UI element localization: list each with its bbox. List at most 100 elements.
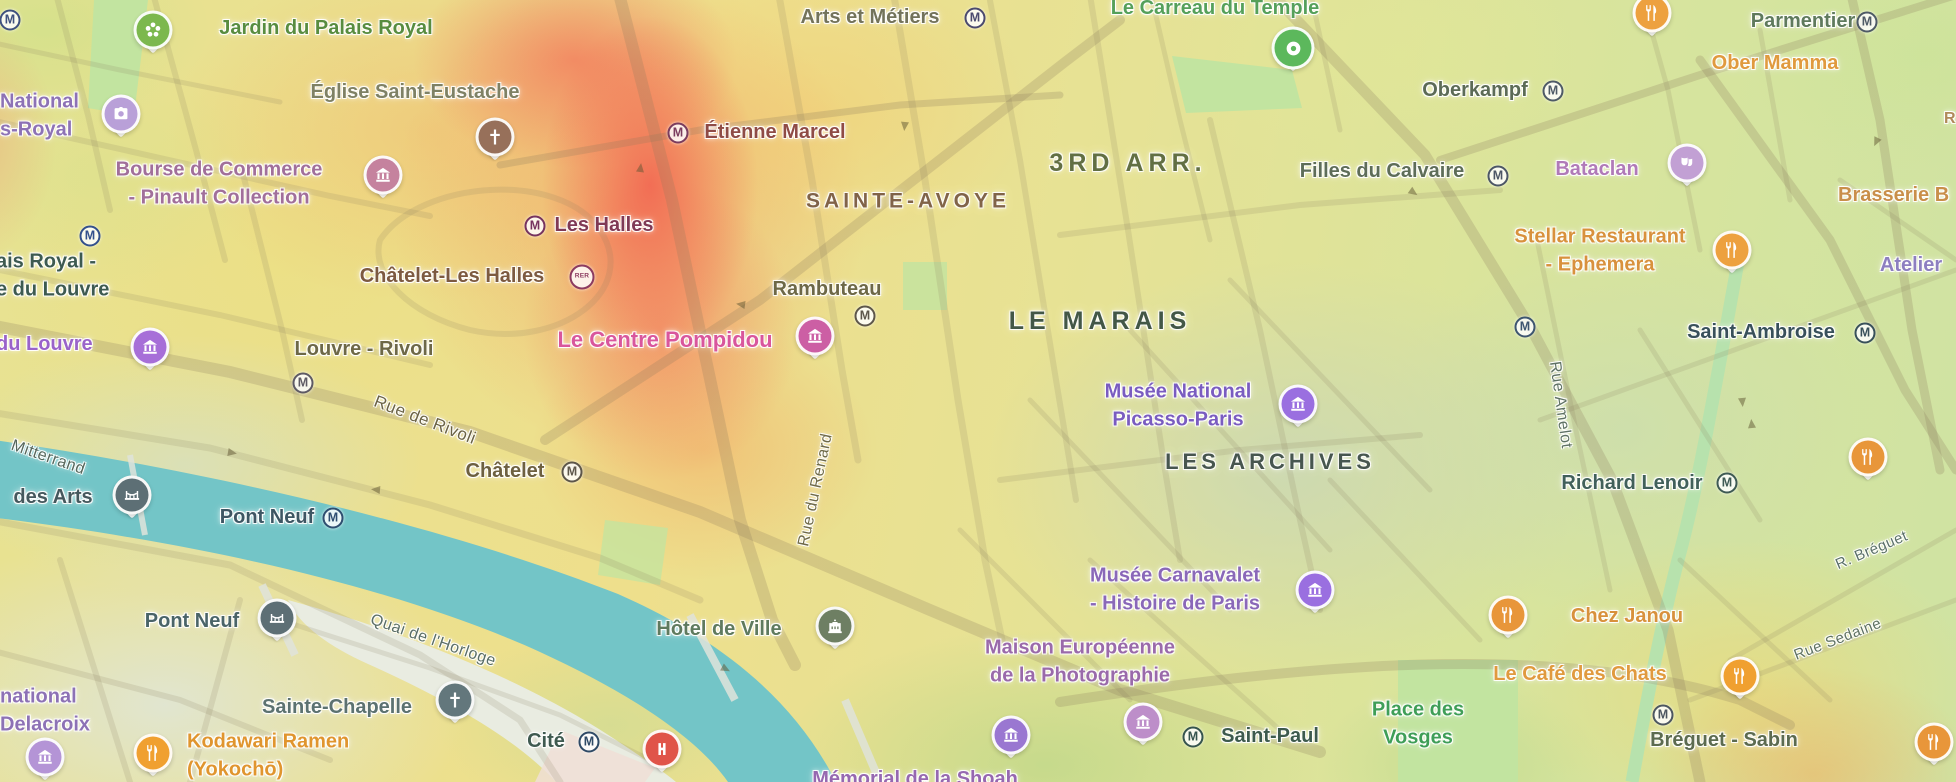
metro-arts-et-metiers-icon[interactable]: M [964, 7, 986, 29]
place-label-atelier[interactable]: Atelier [1879, 254, 1943, 277]
place-label-arts-et-metiers[interactable]: Arts et Métiers [800, 6, 940, 29]
museum-icon [130, 327, 170, 367]
dot-icon [1271, 26, 1315, 70]
metro-louvre-rivoli-icon[interactable]: M [292, 372, 314, 394]
place-label-chatelet-les-halles[interactable]: Châtelet-Les Halles [359, 265, 545, 288]
building-icon [815, 606, 855, 646]
food-icon [133, 733, 173, 773]
place-label-rambuteau[interactable]: Rambuteau [772, 278, 882, 301]
food-icon [1632, 0, 1672, 33]
place-label-pont-neuf[interactable]: Pont Neuf [144, 610, 240, 633]
place-label-ober-mamma[interactable]: Ober Mamma [1711, 52, 1839, 75]
rer-chatelet-les-halles-icon[interactable]: RER [569, 264, 595, 290]
metro-filles-du-calvaire-icon[interactable]: M [1487, 165, 1509, 187]
place-label-chatelet[interactable]: Châtelet [465, 460, 545, 483]
place-label-du-louvre[interactable]: du Louvre [0, 333, 93, 356]
place-label-pont-neuf[interactable]: Pont Neuf [219, 506, 315, 529]
place-label-r[interactable]: R [1944, 109, 1956, 127]
place-label-brasserie-b[interactable]: Brasserie B [1838, 184, 1950, 207]
metro-etienne-marcel-icon[interactable]: M [667, 122, 689, 144]
metro-unlabeled-icon[interactable]: M [1514, 316, 1536, 338]
place-label-stellar-restaurant-ephemera[interactable]: Stellar Restaurant - Ephemera [1514, 225, 1686, 275]
food-icon [1488, 595, 1528, 635]
place-label-etienne-marcel[interactable]: Étienne Marcel [704, 121, 846, 144]
place-label-le-centre-pompidou[interactable]: Le Centre Pompidou [557, 326, 773, 352]
place-label-musee-national-picasso-paris[interactable]: Musée National Picasso-Paris [1104, 380, 1252, 430]
place-label-musee-carnavalet-histoire-de-paris[interactable]: Musée Carnavalet - Histoire de Paris [1089, 564, 1261, 614]
flower-icon [133, 10, 173, 50]
place-label-national-s-royal[interactable]: National s-Royal [0, 90, 79, 140]
metro-pont-neuf-icon[interactable]: M [322, 507, 344, 529]
place-label-le-carreau-du-temple[interactable]: Le Carreau du Temple [1110, 0, 1320, 20]
place-label-bataclan[interactable]: Bataclan [1555, 158, 1639, 181]
place-label-maison-europeenne-de-la-photographie[interactable]: Maison Européenne de la Photographie [984, 636, 1176, 686]
metro-cite-icon[interactable]: M [578, 731, 600, 753]
food-icon [1712, 230, 1752, 270]
masks-icon [1667, 143, 1707, 183]
food-icon [1720, 656, 1760, 696]
place-label-breguet-sabin[interactable]: Bréguet - Sabin [1650, 729, 1798, 752]
place-label-richard-lenoir[interactable]: Richard Lenoir [1561, 472, 1703, 495]
place-label-hotel-de-ville[interactable]: Hôtel de Ville [656, 618, 782, 641]
seine-river [0, 440, 836, 782]
place-label-memorial-de-la-shoah[interactable]: Mémorial de la Shoah [812, 768, 1018, 782]
museum-icon [25, 737, 65, 777]
district-label-sainte-avoye: SAINTE-AVOYE [806, 189, 1010, 213]
district-label-3rd-arr: 3RD ARR. [1049, 148, 1207, 177]
park-place-des-vosges [1398, 660, 1518, 782]
metro-breguet-sabin-icon[interactable]: M [1652, 704, 1674, 726]
food-icon [1848, 437, 1888, 477]
place-label-jardin-du-palais-royal[interactable]: Jardin du Palais Royal [219, 17, 433, 40]
metro-top-left-icon[interactable]: M [0, 9, 21, 31]
place-label-bourse-de-commerce-pinault-collection[interactable]: Bourse de Commerce - Pinault Collection [115, 158, 323, 208]
metro-parmentier-icon[interactable]: M [1856, 11, 1878, 33]
district-label-le-marais: LE MARAIS [1008, 306, 1192, 335]
place-label-sainte-chapelle[interactable]: Sainte-Chapelle [261, 696, 413, 719]
place-label-louvre-rivoli[interactable]: Louvre - Rivoli [294, 338, 434, 361]
bridge-icon [112, 475, 152, 515]
place-label-ais-royal-e-du-louvre[interactable]: ais Royal - e du Louvre [0, 250, 110, 300]
metro-les-halles-icon[interactable]: M [524, 215, 546, 237]
cross-icon [435, 680, 475, 720]
place-label-des-arts[interactable]: des Arts [13, 486, 93, 509]
boulevard-richard-lenoir-median [1625, 238, 1749, 782]
camera-icon [101, 94, 141, 134]
museum-icon [1295, 570, 1335, 610]
place-label-cite[interactable]: Cité [527, 730, 565, 753]
place-label-saint-paul[interactable]: Saint-Paul [1221, 725, 1319, 748]
hospital-icon [642, 729, 682, 769]
museum-icon [1123, 702, 1163, 742]
food-icon [1914, 722, 1954, 762]
metro-richard-lenoir-icon[interactable]: M [1716, 472, 1738, 494]
metro-oberkampf-icon[interactable]: M [1542, 80, 1564, 102]
place-label-les-halles[interactable]: Les Halles [554, 214, 654, 237]
place-label-oberkampf[interactable]: Oberkampf [1422, 79, 1528, 102]
metro-rambuteau-icon[interactable]: M [854, 305, 876, 327]
metro-saint-paul-icon[interactable]: M [1182, 726, 1204, 748]
park-palais-royal [88, 0, 148, 116]
place-label-kodawari-ramen-yokocho[interactable]: Kodawari Ramen (Yokochō) [187, 730, 350, 780]
place-label-eglise-saint-eustache[interactable]: Église Saint-Eustache [310, 81, 520, 104]
place-label-le-cafe-des-chats[interactable]: Le Café des Chats [1493, 663, 1667, 686]
place-label-saint-ambroise[interactable]: Saint-Ambroise [1687, 321, 1835, 344]
park-square-du-temple [1172, 56, 1302, 113]
metro-chatelet-icon[interactable]: M [561, 461, 583, 483]
bridge-icon [257, 598, 297, 638]
metro-palais-royal-icon[interactable]: M [79, 225, 101, 247]
place-label-chez-janou[interactable]: Chez Janou [1570, 605, 1684, 628]
metro-saint-ambroise-icon[interactable]: M [1854, 322, 1876, 344]
park-rambuteau [903, 262, 947, 310]
hotel-dieu-block [535, 730, 655, 782]
district-label-les-archives: LES ARCHIVES [1165, 448, 1375, 474]
place-label-parmentier[interactable]: Parmentier [1750, 10, 1856, 33]
place-label-filles-du-calvaire[interactable]: Filles du Calvaire [1299, 160, 1465, 183]
place-label-place-des-vosges[interactable]: Place des Vosges [1371, 698, 1465, 748]
park-tour-saint-jacques [598, 520, 668, 585]
oneway-arrows [227, 121, 1882, 672]
place-label-national-delacroix[interactable]: national Delacroix [0, 685, 91, 735]
